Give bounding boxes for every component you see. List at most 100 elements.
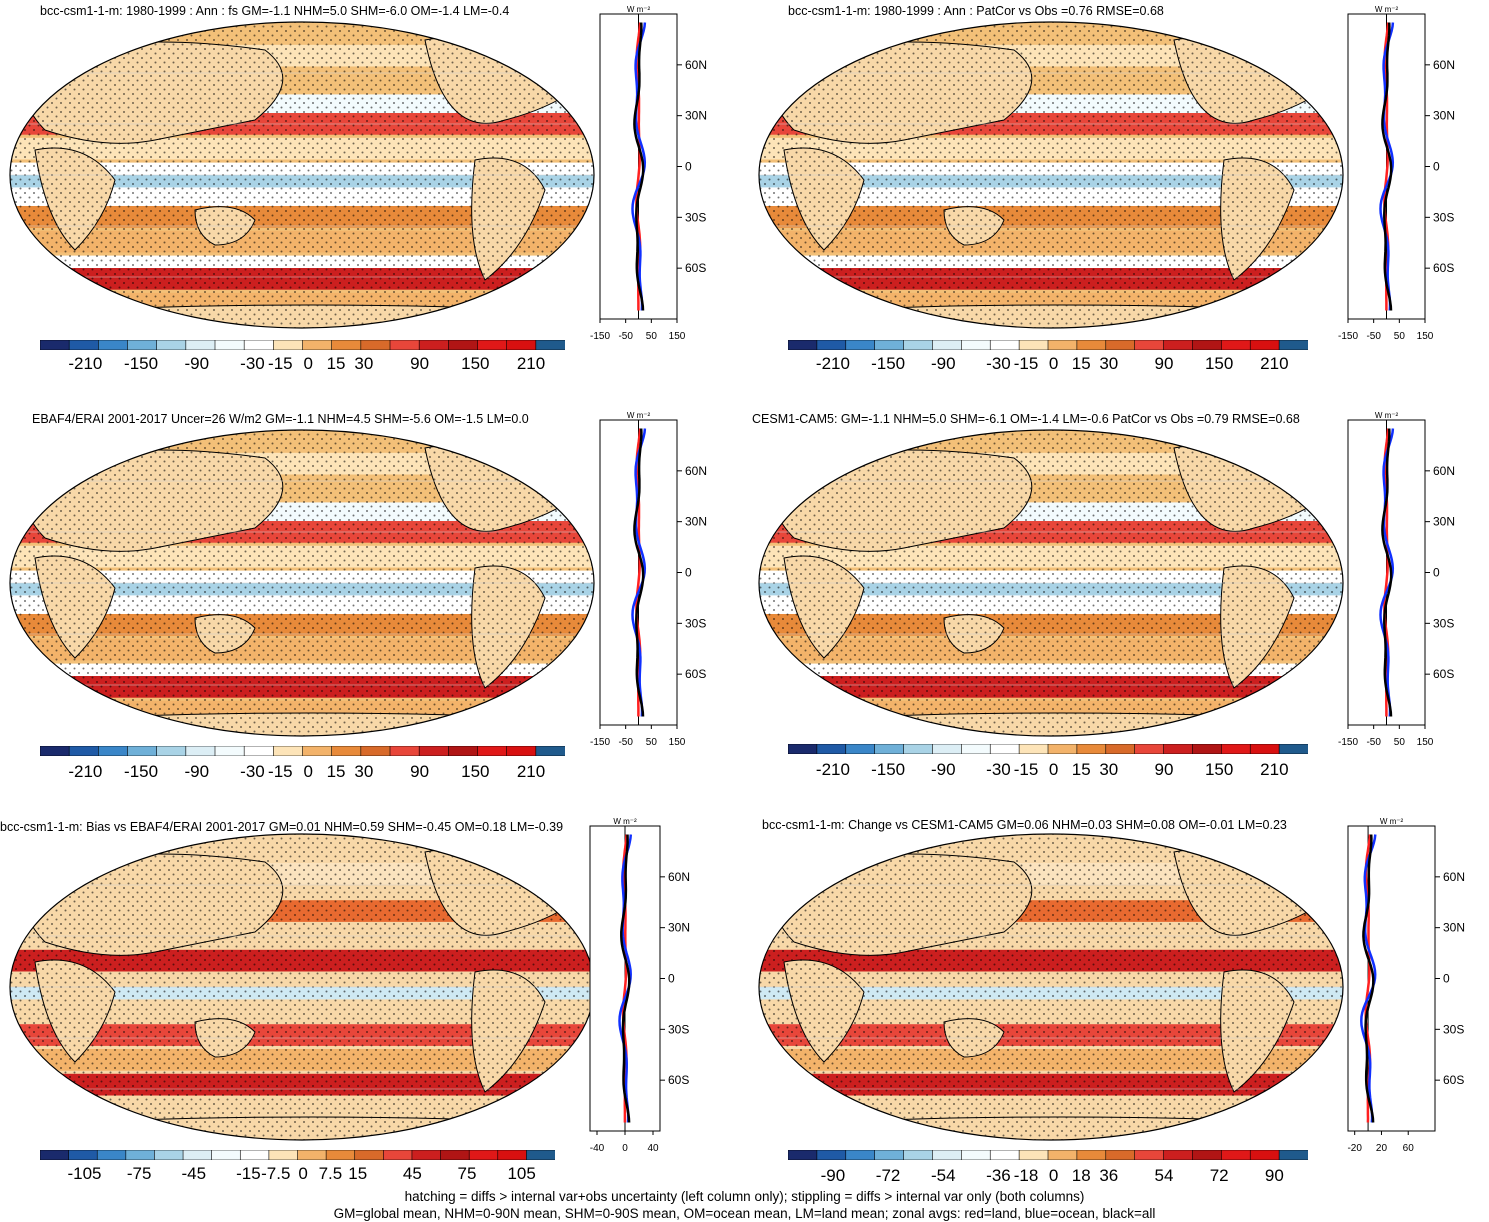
colorbar-tick-label: 18 [1071, 1166, 1091, 1185]
colorbar-tick-label: -90 [184, 354, 210, 373]
colorbar-tick-label: -210 [815, 354, 850, 373]
colorbar-tick-label: -150 [871, 354, 906, 373]
colorbar-tick-label: -54 [930, 1166, 956, 1185]
global-map [9, 833, 595, 1141]
zonal-all-curve [633, 22, 645, 311]
zonal-all-curve [1381, 428, 1393, 717]
x-tick-label: 150 [669, 737, 686, 748]
colorbar-swatch [297, 1150, 327, 1160]
colorbar-swatch [1278, 340, 1308, 350]
zonal-mean-plot: W m⁻² 60N 30N 0 30S 60S -150 -50 50 150 [590, 5, 707, 342]
colorbar-tick-label: -45 [181, 1164, 207, 1183]
lat-label: 60S [685, 261, 706, 275]
x-tick-label: 60 [1403, 1143, 1415, 1154]
colorbar-swatch [1192, 340, 1223, 350]
colorbar-swatch [418, 340, 450, 350]
colorbar-swatch [1018, 340, 1049, 350]
colorbar-swatch [874, 1150, 905, 1160]
colorbar-swatch [1105, 744, 1136, 754]
zonal-axes [1347, 825, 1436, 1132]
colorbar-swatch [1249, 744, 1280, 754]
x-tick-label: -50 [618, 737, 633, 748]
colorbar-swatch [127, 746, 158, 756]
colorbar-swatch [360, 340, 391, 350]
colorbar-swatch [354, 1150, 385, 1160]
global-map [9, 21, 595, 329]
colorbar-swatch [302, 746, 333, 756]
colorbar-tick-label: 210 [516, 354, 546, 373]
lat-label: 30N [668, 921, 690, 935]
panel-title: bcc-csm1-1-m: 1980-1999 : Ann : fs GM=-1… [40, 4, 510, 18]
colorbar-tick-label: -18 [1013, 1166, 1039, 1185]
colorbar-tick-label: -7.5 [261, 1164, 291, 1183]
colorbar-swatch [185, 746, 216, 756]
colorbar-tick-label: 150 [461, 354, 490, 373]
colorbar-tick-label: 90 [1154, 760, 1174, 779]
colorbar-tick-label: 210 [1260, 760, 1289, 779]
colorbar-swatch [468, 1150, 499, 1160]
global-map [9, 429, 595, 737]
figure-footer: hatching = diffs > internal var+obs unce… [0, 1188, 1489, 1222]
colorbar-swatch [1163, 340, 1194, 350]
colorbar-swatch [845, 1150, 876, 1160]
zonal-unit-label: W m⁻² [627, 5, 651, 14]
colorbar-swatch [874, 340, 905, 350]
colorbar-tick-label: 54 [1154, 1166, 1174, 1185]
map-field [759, 430, 1343, 736]
zonal-all-curve [1381, 22, 1393, 311]
lat-label: 60S [1443, 1073, 1464, 1087]
map-border [758, 21, 1344, 329]
colorbar-swatch [182, 1150, 213, 1160]
lat-label: 60N [685, 58, 707, 72]
panel-title: bcc-csm1-1-m: Bias vs EBAF4/ERAI 2001-20… [0, 820, 564, 834]
colorbar-tick-label: 72 [1209, 1166, 1229, 1185]
colorbar-swatch [331, 746, 362, 756]
x-tick-label: -50 [618, 331, 633, 342]
colorbar-tick-label: 45 [402, 1164, 422, 1183]
colorbar-tick-label: -150 [124, 762, 159, 781]
colorbar-swatch [1249, 1150, 1280, 1160]
map-field [10, 834, 594, 1140]
colorbar-tick-label: -90 [930, 354, 956, 373]
colorbar-tick-label: 15 [1071, 354, 1091, 373]
colorbar-swatch [961, 1150, 992, 1160]
colorbar-swatch [156, 340, 187, 350]
colorbar-swatch [1047, 744, 1078, 754]
x-tick-label: -40 [590, 1143, 605, 1154]
colorbar-swatch [331, 340, 362, 350]
colorbar-swatch [477, 340, 508, 350]
colorbar-swatch [211, 1150, 242, 1160]
colorbar-swatch [989, 1150, 1020, 1160]
colorbar-swatch [1192, 744, 1223, 754]
colorbar [788, 1150, 1308, 1160]
zonal-mean-plot: W m⁻² 60N 30N 0 30S 60S -40 0 40 [589, 817, 690, 1154]
lat-label: 0 [1433, 160, 1440, 174]
lat-label: 30N [1433, 515, 1455, 529]
colorbar-tick-label: 30 [1099, 760, 1119, 779]
colorbar-swatch [68, 340, 100, 350]
panel-title: bcc-csm1-1-m: Change vs CESM1-CAM5 GM=0.… [762, 818, 1287, 832]
colorbar-tick-label: 15 [326, 354, 346, 373]
lat-label: 30N [685, 515, 707, 529]
x-tick-label: 150 [1417, 737, 1434, 748]
colorbar [40, 340, 565, 350]
colorbar-swatch [40, 340, 70, 350]
lat-label: 30N [685, 109, 707, 123]
colorbar-swatch [506, 340, 537, 350]
colorbar-swatch [154, 1150, 184, 1160]
colorbar-swatch [127, 340, 158, 350]
global-map [758, 21, 1344, 329]
zonal-ocean-curve [631, 22, 647, 311]
map-field [10, 430, 594, 736]
x-tick-label: 50 [646, 737, 658, 748]
colorbar-tick-label: -15 [1013, 760, 1039, 779]
colorbar-swatch [302, 340, 333, 350]
x-tick-label: 150 [1417, 331, 1434, 342]
colorbar-swatch [325, 1150, 356, 1160]
lat-label: 60N [685, 464, 707, 478]
colorbar-tick-label: 15 [1071, 760, 1091, 779]
colorbar-swatch [816, 1150, 847, 1160]
colorbar-swatch [1278, 1150, 1308, 1160]
colorbar-tick-label: 0 [303, 354, 313, 373]
footer-line-1: hatching = diffs > internal var+obs unce… [404, 1189, 1085, 1204]
